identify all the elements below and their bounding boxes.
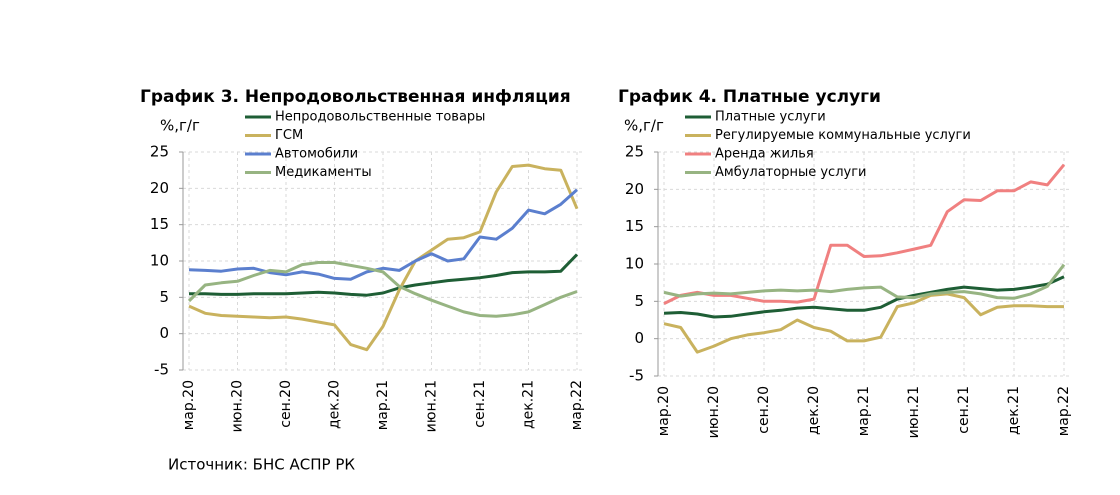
legend-swatch	[685, 115, 711, 119]
y-tick-label: 0	[634, 329, 644, 347]
x-tick-label: сен.20	[756, 386, 772, 434]
series-line	[663, 163, 1066, 305]
legend-label: Аренда жилья	[715, 147, 814, 162]
series-line	[663, 275, 1065, 319]
series-line	[663, 292, 1064, 354]
y-axis-label: %,г/г	[160, 117, 200, 135]
legend-swatch	[245, 134, 271, 137]
legend-label: Автомобили	[275, 147, 358, 162]
y-tick-label: 15	[625, 217, 644, 235]
y-tick-label: 20	[625, 180, 644, 198]
legend-label: Платные услуги	[715, 110, 826, 125]
x-tick-label: мар.22	[569, 380, 585, 430]
y-tick-label: -5	[154, 361, 169, 379]
chart-title: График 3. Непродовольственная инфляция	[140, 87, 571, 107]
x-tick-label: дек.20	[806, 386, 822, 435]
x-tick-label: июн.20	[230, 380, 246, 432]
y-tick-label: 5	[634, 292, 644, 310]
series-line	[188, 188, 579, 281]
legend-swatch	[685, 171, 711, 174]
legend-swatch	[685, 152, 711, 156]
y-tick-label: 25	[150, 143, 169, 161]
series-line	[187, 261, 578, 318]
series-line	[188, 163, 579, 352]
x-tick-label: дек.21	[1006, 386, 1022, 435]
y-tick-label: 25	[625, 143, 644, 161]
x-tick-label: июн.21	[424, 380, 440, 432]
legend-swatch	[245, 115, 271, 119]
legend-swatch	[245, 152, 271, 156]
y-tick-label: -5	[629, 367, 644, 385]
y-tick-label: 15	[150, 215, 169, 233]
legend-label: Амбулаторные услуги	[715, 165, 866, 180]
legend-label: Непродовольственные товары	[275, 110, 485, 125]
x-tick-label: мар.21	[856, 386, 872, 436]
y-tick-label: 0	[159, 324, 169, 342]
legend-swatch	[245, 171, 271, 174]
series-line	[663, 263, 1066, 300]
x-tick-label: дек.20	[327, 380, 343, 429]
x-tick-label: мар.20	[656, 386, 672, 436]
legend-label: ГСМ	[275, 128, 303, 143]
legend-label: Медикаменты	[275, 165, 372, 180]
x-tick-label: сен.20	[278, 380, 294, 428]
y-axis-label: %,г/г	[624, 117, 664, 135]
x-tick-label: мар.20	[181, 380, 197, 430]
chart-title: График 4. Платные услуги	[618, 87, 881, 107]
x-tick-label: мар.21	[375, 380, 391, 430]
source-note: Источник: БНС АСПР РК	[168, 456, 355, 474]
y-tick-label: 10	[150, 252, 169, 270]
y-tick-label: 20	[150, 179, 169, 197]
legend-label: Регулируемые коммунальные услуги	[715, 128, 971, 143]
series-line	[189, 253, 579, 297]
legend-swatch	[685, 134, 711, 137]
x-tick-label: сен.21	[472, 380, 488, 428]
x-tick-label: мар.22	[1056, 386, 1072, 436]
x-tick-label: дек.21	[521, 380, 537, 429]
y-tick-label: 5	[159, 288, 169, 306]
x-tick-label: июн.21	[906, 386, 922, 438]
y-tick-label: 10	[625, 255, 644, 273]
x-tick-label: сен.21	[956, 386, 972, 434]
x-tick-label: июн.20	[706, 386, 722, 438]
